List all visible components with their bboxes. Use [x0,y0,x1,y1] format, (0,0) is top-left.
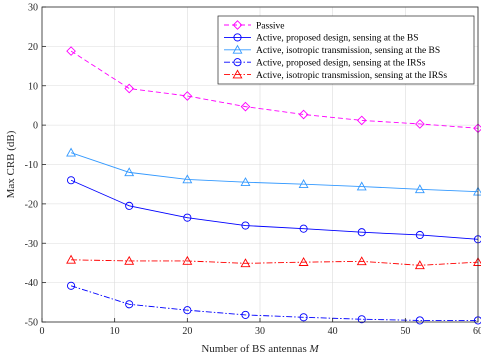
x-tick-label: 30 [255,326,265,337]
x-axis-title: Number of BS antennas M [201,343,319,355]
data-point [356,256,367,266]
legend-box [217,15,475,85]
series-5 [66,254,481,270]
data-point [66,46,76,56]
data-point [298,257,309,266]
data-point [241,310,250,319]
legend-label: Active, isotropic transmission, sensing … [256,71,447,81]
y-tick-label: 20 [28,42,38,53]
data-point [298,179,309,188]
x-tick-label: 0 [40,326,45,337]
x-tick-label: 40 [328,326,338,337]
data-point [414,260,425,270]
data-point [182,255,193,265]
x-axis-title-text: Number of BS antennas [201,343,309,355]
y-tick-label: 30 [28,3,38,14]
data-point [356,115,367,126]
data-point [66,147,77,157]
data-point [356,181,367,191]
x-tick-label: 10 [110,326,120,337]
y-axis-title: Max CRB (dB) [5,130,17,198]
legend-marker [233,33,242,42]
data-point [299,224,308,233]
x-tick-label: 50 [400,326,410,337]
data-point [240,101,251,112]
series-4 [67,281,481,325]
y-tick-label: -50 [25,318,38,329]
y-tick-label: 0 [33,121,38,132]
series-line [70,50,479,129]
legend-label: Active, proposed design, sensing at the … [256,34,419,44]
legend-item: Active, proposed design, sensing at the … [224,58,426,69]
data-point [125,300,134,309]
series-line [71,259,479,266]
legend-label: Active, proposed design, sensing at the … [256,59,426,69]
data-point [67,281,76,290]
series-line [70,152,479,193]
data-point [182,91,193,101]
data-point [67,176,76,185]
data-point [298,109,309,120]
y-tick-label: 10 [28,81,38,92]
legend-label: Passive [256,21,285,31]
legend-item: Active, isotropic transmission, sensing … [224,44,440,56]
data-point [414,184,425,194]
series-1 [66,46,481,134]
series-line [70,285,478,321]
legend-marker [232,20,243,30]
legend: Passive Active, proposed design, sensing … [217,15,475,85]
data-point [183,213,192,222]
legend-item: Active, isotropic transmission, sensing … [224,69,447,81]
data-point [415,119,425,129]
data-point [357,315,366,324]
data-point [241,221,250,230]
data-point [240,177,251,187]
data-point [183,306,192,315]
legend-item: Passive [224,20,285,31]
legend-item: Active, proposed design, sensing at the … [224,33,419,44]
y-tick-label: -20 [25,199,38,210]
x-tick-label: 20 [182,326,192,337]
legend-label: Active, isotropic transmission, sensing … [256,46,440,56]
legend-marker [232,69,243,79]
x-tick-label: 60 [473,326,481,337]
data-point [299,313,308,322]
data-point [240,258,251,268]
y-tick-label: -10 [25,160,38,171]
data-point [124,255,135,265]
data-point [357,228,366,237]
legend-marker [232,44,243,54]
data-point [66,254,77,264]
data-point [124,167,135,177]
data-point [125,201,134,210]
legend-marker [233,58,242,67]
y-tick-label: -30 [25,239,38,250]
y-tick-label: -40 [25,278,38,289]
data-point [182,174,193,184]
x-axis-title-symbol: M [308,343,319,355]
data-point [415,316,424,325]
series-line [70,179,479,240]
data-point [124,83,135,94]
data-point [415,230,424,240]
axis-ticks: 0 10 20 30 40 50 60 -50 -40 -30 -20 -10 0 10 20 30 [25,3,481,338]
